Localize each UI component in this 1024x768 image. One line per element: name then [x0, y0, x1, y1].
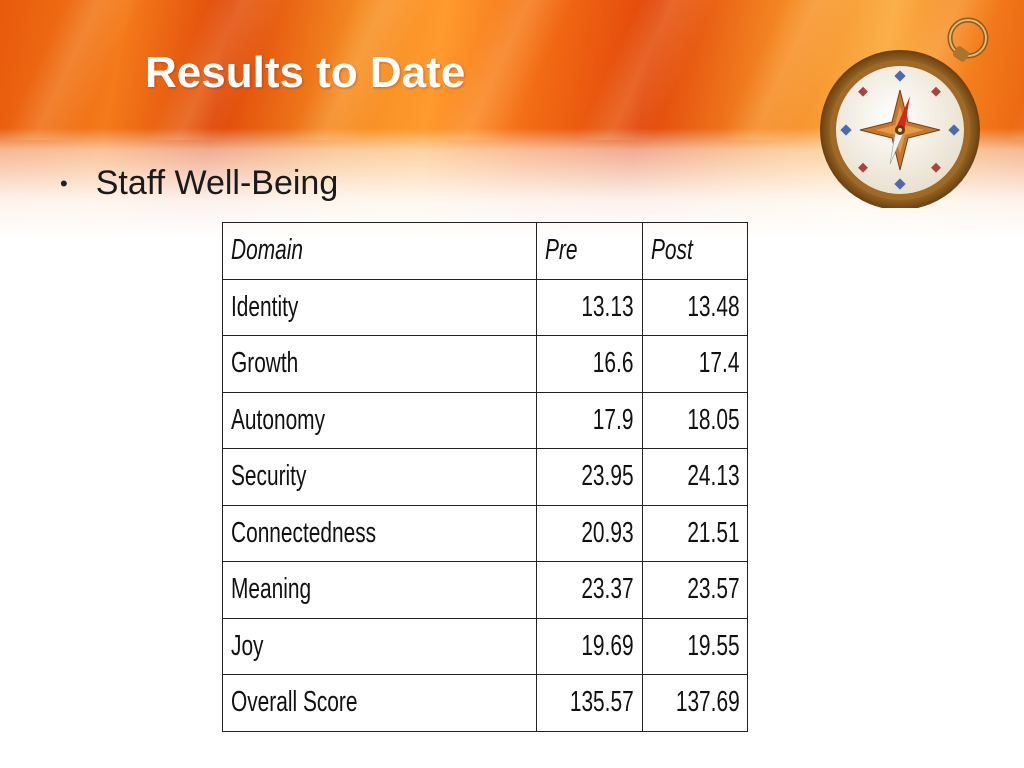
- header-domain: Domain: [222, 222, 537, 280]
- cell-post: 24.13: [641, 448, 749, 506]
- table-row: Autonomy 17.9 18.05: [222, 391, 749, 449]
- cell-domain: Security: [222, 448, 537, 506]
- cell-post: 21.51: [641, 504, 749, 562]
- cell-post: 137.69: [641, 674, 749, 732]
- table-row: Growth 16.6 17.4: [222, 335, 749, 393]
- bullet-text: Staff Well-Being: [95, 164, 339, 202]
- cell-post: 17.4: [641, 335, 749, 393]
- cell-post: 13.48: [641, 278, 749, 336]
- results-table: Domain Pre Post Identity 13.13 13.48 Gro…: [222, 222, 749, 732]
- cell-domain: Growth: [222, 335, 537, 393]
- cell-post: 18.05: [641, 391, 749, 449]
- compass-icon: [820, 17, 989, 208]
- cell-pre: 17.9: [536, 391, 643, 449]
- slide-title: Results to Date: [145, 48, 466, 97]
- cell-domain: Meaning: [222, 561, 537, 619]
- table-row: Security 23.95 24.13: [222, 448, 749, 506]
- table-row: Identity 13.13 13.48: [222, 278, 749, 336]
- cell-pre: 16.6: [536, 335, 643, 393]
- table-row: Joy 19.69 19.55: [222, 617, 749, 675]
- table-row: Overall Score 135.57 137.69: [222, 674, 749, 732]
- bullet-item: • Staff Well-Being: [60, 164, 338, 203]
- header-pre: Pre: [536, 222, 643, 280]
- table-row: Meaning 23.37 23.57: [222, 561, 749, 619]
- table-header-row: Domain Pre Post: [222, 222, 749, 280]
- header-post: Post: [641, 222, 749, 280]
- cell-post: 23.57: [641, 561, 749, 619]
- cell-pre: 20.93: [536, 504, 643, 562]
- cell-pre: 19.69: [536, 617, 643, 675]
- cell-domain: Identity: [222, 278, 537, 336]
- bullet-marker: •: [60, 170, 68, 196]
- cell-pre: 23.95: [536, 448, 643, 506]
- table-row: Connectedness 20.93 21.51: [222, 504, 749, 562]
- cell-domain: Overall Score: [222, 674, 537, 732]
- cell-domain: Autonomy: [222, 391, 537, 449]
- cell-post: 19.55: [641, 617, 749, 675]
- cell-pre: 13.13: [536, 278, 643, 336]
- cell-domain: Connectedness: [222, 504, 537, 562]
- cell-domain: Joy: [222, 617, 537, 675]
- cell-pre: 23.37: [536, 561, 643, 619]
- cell-pre: 135.57: [536, 674, 643, 732]
